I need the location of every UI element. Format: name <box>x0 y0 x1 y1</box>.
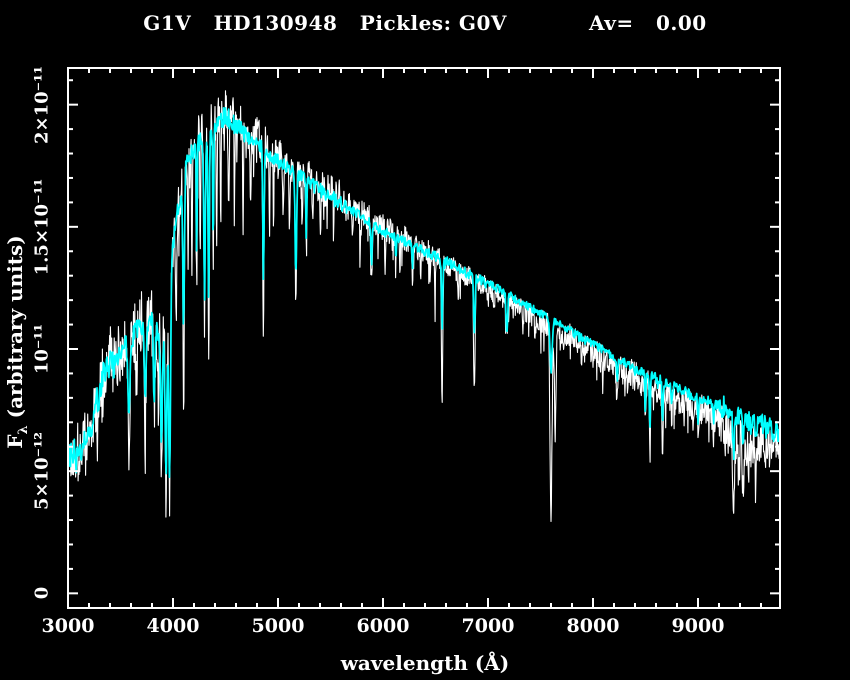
template-spectrum-line <box>68 106 780 479</box>
y-axis-title: Fλ (arbitrary units) <box>3 235 31 448</box>
plot-title: G1V HD130948 Pickles: G0V Av= 0.00 <box>143 11 707 35</box>
plot-frame <box>67 67 781 609</box>
y-axis-title-rest: (arbitrary units) <box>3 235 27 426</box>
observed-spectrum-line <box>68 90 780 523</box>
y-axis-title-subscript: λ <box>16 425 31 435</box>
y-axis-title-main: F <box>3 434 27 449</box>
x-axis-title: wavelength (Å) <box>340 651 510 675</box>
